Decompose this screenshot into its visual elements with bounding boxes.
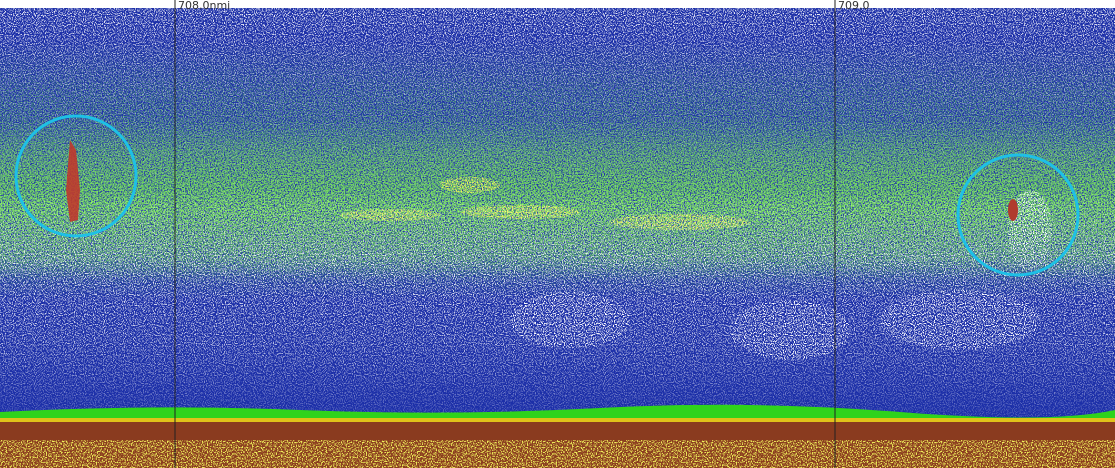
highlight-circle — [956, 153, 1080, 277]
distance-label: 709.0 — [838, 0, 870, 12]
fish-target — [1008, 199, 1018, 221]
highlight-circle — [14, 114, 138, 238]
seabed-speckle — [0, 440, 1115, 468]
fish-target — [66, 140, 80, 222]
white-patches — [510, 190, 1052, 360]
distance-label: 708.0nmi — [178, 0, 230, 12]
noise-speckle — [0, 0, 1115, 418]
